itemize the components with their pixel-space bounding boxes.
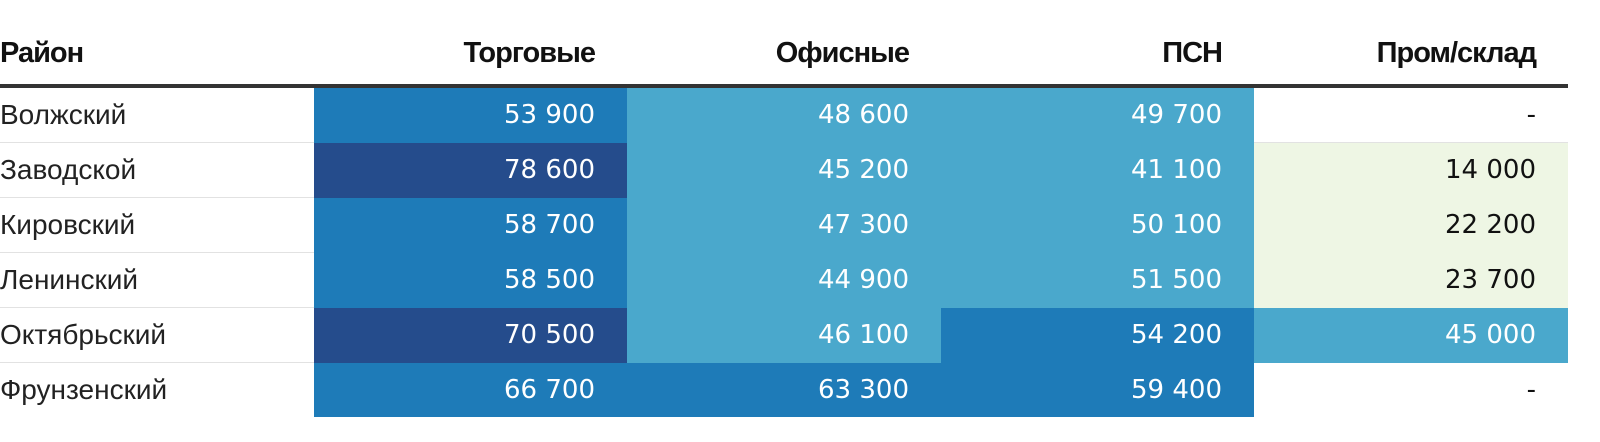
table-row: Октябрьский 70 500 46 100 54 200 45 000 [0,307,1568,363]
rent-heatmap-table: Район Торговые Офисные ПСН Пром/склад Во… [0,22,1568,417]
heatmap-cell: 22 200 [1254,197,1568,253]
heatmap-cell: 14 000 [1254,142,1568,198]
district-name: Заводской [0,142,314,198]
heatmap-cell: 48 600 [627,86,941,143]
heatmap-cell: - [1254,86,1568,143]
heatmap-cell: - [1254,362,1568,417]
district-name: Волжский [0,86,314,143]
table-row: Фрунзенский 66 700 63 300 59 400- [0,362,1568,417]
column-header-office[interactable]: Офисные [627,22,941,88]
table-row: Заводской 78 600 45 200 41 100 14 000 [0,142,1568,198]
column-header-psn[interactable]: ПСН [941,22,1254,88]
district-name: Фрунзенский [0,374,168,405]
heatmap-cell: 78 600 [314,142,627,198]
heatmap-cell: 59 400 [941,362,1254,417]
column-header-district[interactable]: Район [0,22,314,88]
table-body: Волжский 53 900 48 600 49 700- Заводской 78 6… [0,86,1568,417]
table-row: Ленинский 58 500 44 900 51 500 23 700 [0,252,1568,308]
district-name: Ленинский [0,252,314,308]
heatmap-cell: 54 200 [941,307,1254,363]
heatmap-cell: 63 300 [627,362,941,417]
heatmap-cell: 46 100 [627,307,941,363]
heatmap-cell: 58 700 [314,197,627,253]
heatmap-cell: 23 700 [1254,252,1568,308]
heatmap-cell: 70 500 [314,307,627,363]
heatmap-cell: 51 500 [941,252,1254,308]
heatmap-cell: 49 700 [941,86,1254,143]
heatmap-cell: 47 300 [627,197,941,253]
table-row: Кировский 58 700 47 300 50 100 22 200 [0,197,1568,253]
district-name: Октябрьский [0,307,314,363]
heatmap-cell: 58 500 [314,252,627,308]
heatmap-cell: 45 200 [627,142,941,198]
heatmap-cell: 50 100 [941,197,1254,253]
column-header-industrial[interactable]: Пром/склад [1254,22,1568,88]
heatmap-cell: 44 900 [627,252,941,308]
district-name: Кировский [0,197,314,253]
table-row: Волжский 53 900 48 600 49 700- [0,86,1568,143]
column-header-retail[interactable]: Торговые [314,22,627,88]
header-row: Район Торговые Офисные ПСН Пром/склад [0,22,1568,88]
heatmap-cell: 66 700 [314,362,627,417]
heatmap-cell: 53 900 [314,86,627,143]
heatmap-cell: 45 000 [1254,307,1568,363]
heatmap-cell: 41 100 [941,142,1254,198]
